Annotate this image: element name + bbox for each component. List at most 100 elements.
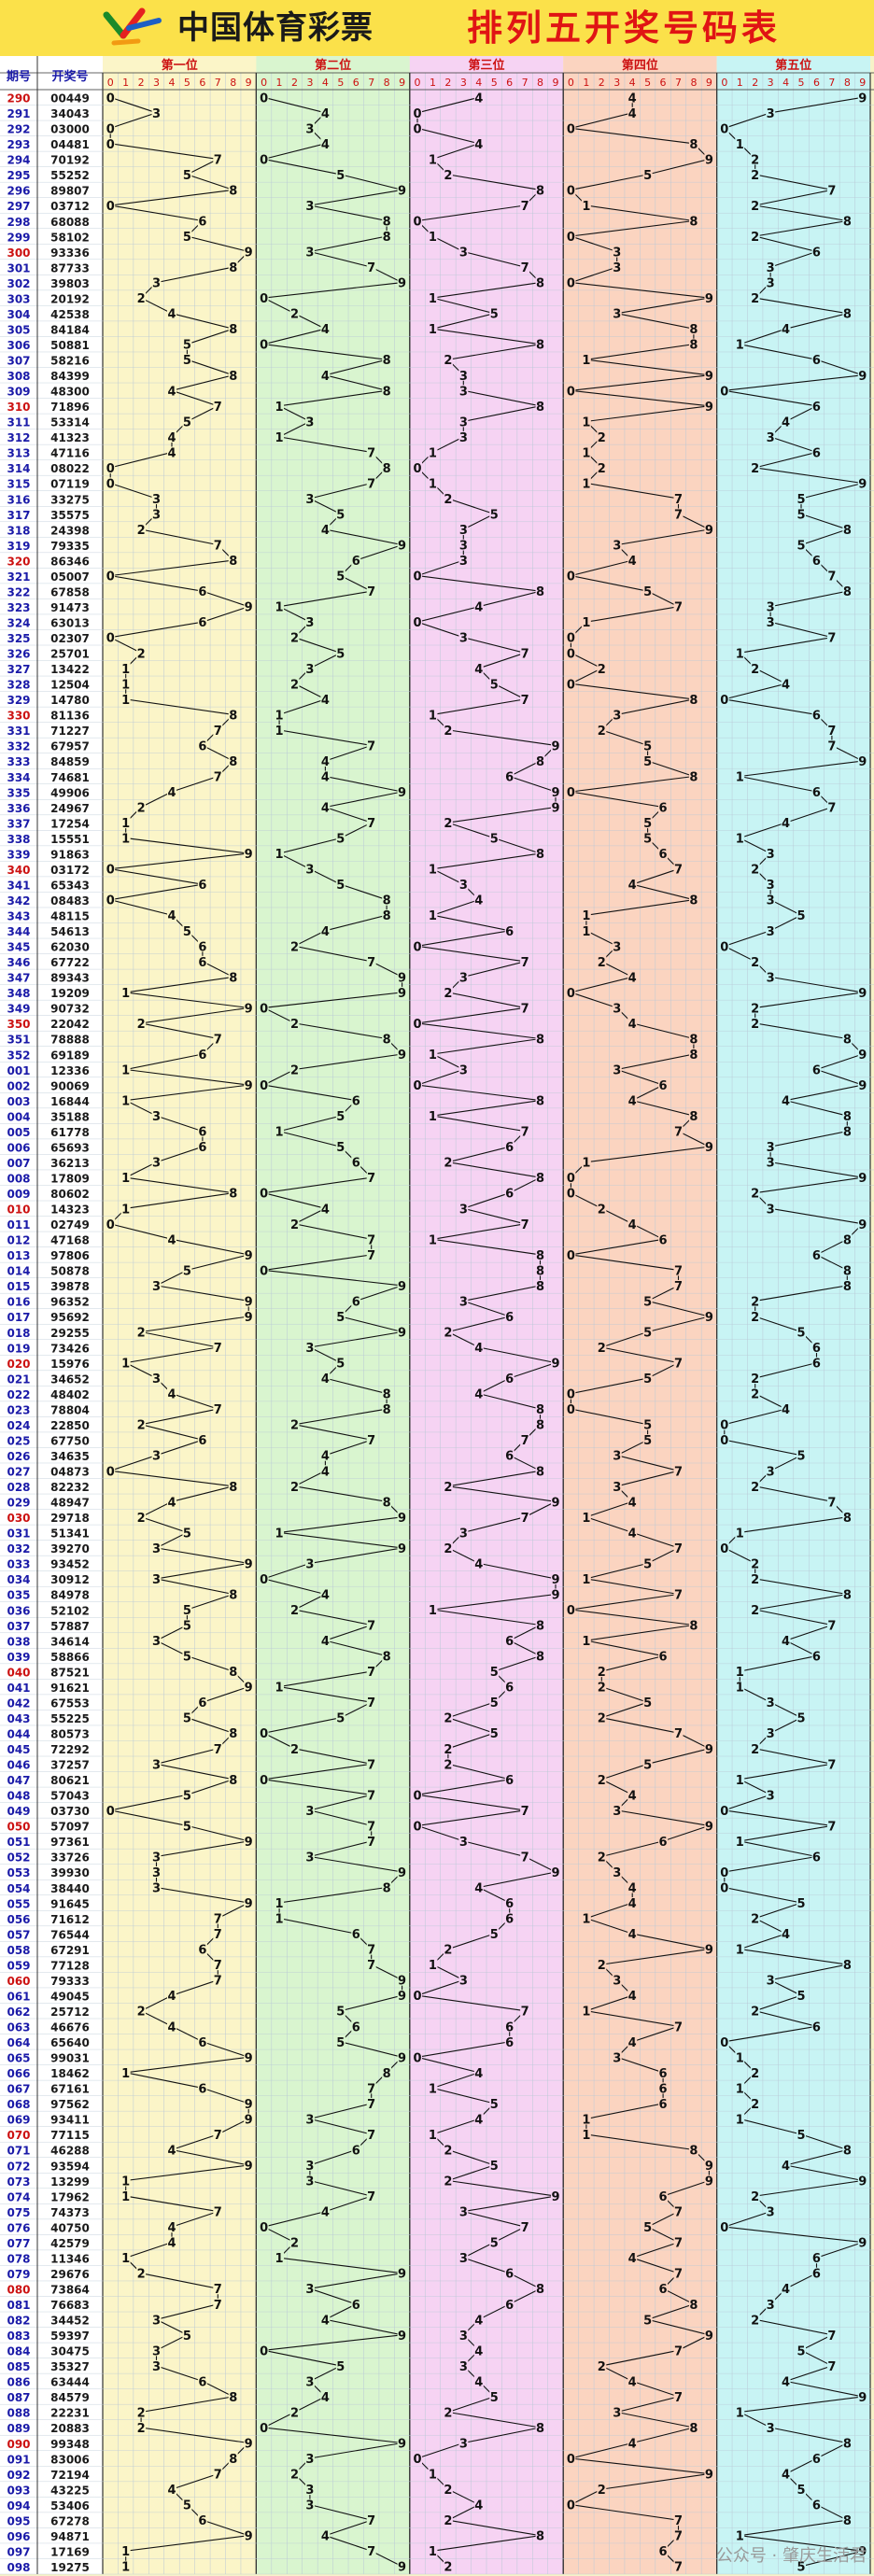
digit-mark: 2 <box>751 1188 759 1202</box>
draw-number: 84978 <box>50 1589 90 1602</box>
digit-mark-bg <box>658 1233 669 1246</box>
digit-mark: 6 <box>659 2067 668 2081</box>
digit-mark: 0 <box>260 1002 268 1016</box>
digit-mark: 3 <box>613 1975 621 1989</box>
digit-mark-bg <box>826 1820 837 1832</box>
digit-mark-bg <box>106 461 116 473</box>
digit-mark: 4 <box>782 1635 790 1649</box>
number-column-header: 开奖号 <box>51 69 88 84</box>
digit-mark: 4 <box>628 1527 637 1541</box>
digit-mark-bg <box>397 2329 407 2341</box>
digit-mark-bg <box>244 1002 254 1014</box>
digit-mark-bg <box>228 184 238 196</box>
digit-mark-bg <box>811 400 822 412</box>
digit-mark: 7 <box>674 1126 683 1140</box>
digit-mark-bg <box>535 1418 545 1430</box>
digit-mark: 5 <box>643 1557 652 1571</box>
digit-mark-bg <box>566 570 576 582</box>
digit-mark-bg <box>397 539 407 551</box>
digit-mark-bg <box>750 1372 760 1385</box>
digit-mark: 2 <box>137 1419 146 1433</box>
digit-mark-bg <box>796 539 807 551</box>
digit-mark: 0 <box>567 1403 575 1417</box>
digit-mark-bg <box>735 2529 745 2541</box>
draw-number: 13422 <box>50 663 90 676</box>
draw-number: 42538 <box>50 308 90 321</box>
digit-mark-bg <box>612 1002 622 1014</box>
digit-mark-bg <box>597 1342 607 1354</box>
digit-mark-bg <box>197 2082 207 2094</box>
digit-mark-bg <box>857 1048 867 1060</box>
digit-mark: 4 <box>321 1588 330 1602</box>
digit-mark-bg <box>320 323 331 335</box>
issue-number: 330 <box>7 710 30 723</box>
draw-number: 57043 <box>50 1790 90 1803</box>
digit-mark: 2 <box>137 1018 146 1032</box>
digit-mark-bg <box>259 2344 269 2357</box>
digit-mark-bg <box>811 2499 822 2511</box>
issue-number: 306 <box>7 339 30 352</box>
digit-mark-bg <box>397 1990 407 2002</box>
digit-mark-bg <box>704 1141 714 1153</box>
digit-mark: 0 <box>567 1604 575 1618</box>
digit-mark: 5 <box>490 833 499 847</box>
digit-mark: 8 <box>383 1496 391 1510</box>
digit-mark: 0 <box>106 632 115 646</box>
digit-mark: 6 <box>659 2283 668 2297</box>
issue-column-header: 期号 <box>7 70 31 84</box>
digit-mark: 2 <box>444 2406 452 2420</box>
digit-mark-bg <box>136 801 147 813</box>
digit-mark: 3 <box>305 1851 314 1865</box>
digit-mark: 2 <box>444 1542 452 1556</box>
digit-mark-bg <box>857 2175 867 2187</box>
digit-mark-bg <box>382 1881 392 1893</box>
digit-mark-bg <box>320 2529 331 2541</box>
digit-mark-bg <box>443 1943 453 1955</box>
issue-number: 018 <box>7 1327 30 1340</box>
issue-number: 010 <box>7 1204 30 1217</box>
digit-mark: 2 <box>598 1203 606 1217</box>
digit-mark: 7 <box>214 1342 222 1356</box>
digit-mark: 1 <box>275 1126 284 1140</box>
digit-mark-bg <box>781 1403 791 1415</box>
issue-number: 298 <box>7 216 30 229</box>
digit-mark: 3 <box>767 2422 775 2436</box>
digit-mark: 6 <box>198 1696 206 1710</box>
draw-number: 17169 <box>50 2545 90 2558</box>
draw-number: 22042 <box>50 1018 90 1031</box>
draw-number: 03172 <box>50 864 90 877</box>
draw-number: 12504 <box>50 679 90 692</box>
digit-mark-bg <box>136 2406 147 2418</box>
digit-mark-bg <box>627 1897 638 1909</box>
digit-mark-bg <box>673 1588 684 1600</box>
digit-mark: 6 <box>659 802 668 816</box>
digit-mark-bg <box>658 2066 669 2078</box>
digit-mark-bg <box>766 1156 776 1168</box>
digit-mark-bg <box>120 2252 131 2264</box>
issue-number: 055 <box>7 1897 30 1910</box>
digit-mark: 3 <box>305 2113 314 2127</box>
digit-mark: 9 <box>705 292 713 306</box>
digit-mark: 7 <box>827 1758 836 1772</box>
digit-mark: 4 <box>782 1403 790 1417</box>
digit-mark: 4 <box>628 1928 637 1942</box>
digit-mark-bg <box>397 1326 407 1338</box>
digit-mark-bg <box>351 1156 361 1168</box>
digit-mark: 7 <box>214 401 222 415</box>
digit-mark-bg <box>151 1758 162 1770</box>
digit-mark-bg <box>335 1110 345 1122</box>
digit-mark-bg <box>473 137 484 149</box>
digit-mark: 1 <box>582 200 590 214</box>
digit-mark-bg <box>443 2560 453 2572</box>
digit-mark: 4 <box>782 817 790 831</box>
digit-mark-bg <box>535 2283 545 2295</box>
digit-mark-bg <box>766 1974 776 1986</box>
digit-mark-bg <box>458 1063 469 1076</box>
digit-tick-label: 2 <box>599 77 605 89</box>
digit-mark-bg <box>781 1094 791 1106</box>
digit-mark: 0 <box>106 894 115 908</box>
digit-mark: 1 <box>429 1049 437 1063</box>
digit-mark: 1 <box>582 477 590 491</box>
digit-mark-bg <box>473 600 484 612</box>
digit-mark: 0 <box>260 1188 268 1202</box>
